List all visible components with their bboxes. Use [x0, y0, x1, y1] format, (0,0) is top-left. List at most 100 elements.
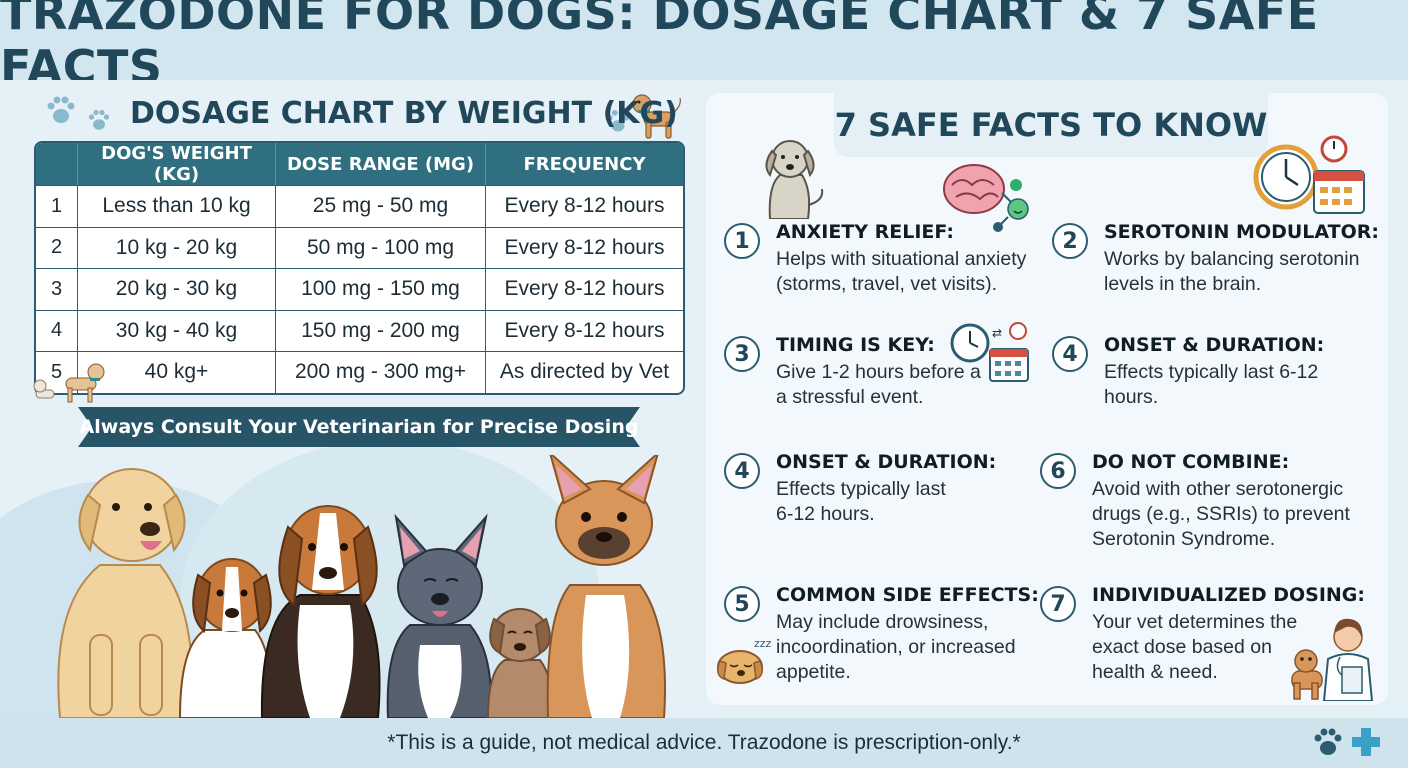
fact-line: Works by balancing serotonin — [1104, 248, 1360, 270]
dose-cell: 200 mg - 300 mg+ — [276, 351, 486, 393]
fact-line: exact dose based on — [1092, 636, 1272, 658]
banner-text: Always Consult Your Veterinarian for Pre… — [79, 416, 639, 438]
header-bar: TRAZODONE FOR DOGS: DOSAGE CHART & 7 SAF… — [0, 0, 1408, 94]
fact-title: ONSET & DURATION: — [1104, 334, 1325, 356]
frequency-cell: Every 8-12 hours — [486, 185, 683, 227]
fact-body: Works by balancing serotonin levels in t… — [1104, 247, 1359, 297]
fact-line: May include drowsiness, — [776, 611, 989, 633]
brain-icon — [943, 164, 1029, 232]
fact-title: COMMON SIDE EFFECTS: — [776, 584, 1039, 606]
paw-icon — [47, 96, 75, 123]
footer-bar: *This is a guide, not medical advice. Tr… — [0, 718, 1408, 768]
row-index: 3 — [36, 268, 78, 310]
fact-line: Give 1-2 hours before a — [776, 361, 981, 383]
paw-icon — [1314, 728, 1342, 755]
weight-cell: Less than 10 kg — [78, 185, 276, 227]
fact-line: Helps with situational anxiety — [776, 248, 1027, 270]
fact-line: Serotonin Syndrome. — [1092, 528, 1276, 550]
footer-icons — [1311, 726, 1382, 762]
sleep-zzz-text: zzz — [754, 637, 772, 650]
french-bulldog-illustration — [386, 513, 492, 718]
fact-number: 6 — [1040, 453, 1076, 489]
fact-number: 1 — [724, 223, 760, 259]
fact-title: ANXIETY RELIEF: — [776, 221, 954, 243]
fact-number: 3 — [724, 336, 760, 372]
fact-number: 2 — [1052, 223, 1088, 259]
fact-body: Give 1-2 hours before a a stressful even… — [776, 360, 981, 410]
fact-line: drugs (e.g., SSRIs) to prevent — [1092, 503, 1350, 525]
medical-cross-icon — [1352, 728, 1380, 756]
fact-body: Avoid with other serotonergic drugs (e.g… — [1092, 477, 1350, 552]
weight-cell: 30 kg - 40 kg — [78, 309, 276, 351]
row-index: 4 — [36, 309, 78, 351]
table-row: 5 40 kg+ 200 mg - 300 mg+ As directed by… — [36, 351, 683, 393]
fact-line: Your vet determines the — [1092, 611, 1298, 633]
table-header-row: DOG'S WEIGHT (KG) DOSE RANGE (MG) FREQUE… — [36, 143, 683, 185]
vet-icon — [1291, 618, 1374, 701]
dog-icon — [632, 94, 681, 139]
frequency-cell: As directed by Vet — [486, 351, 683, 393]
dose-cell: 150 mg - 200 mg — [276, 309, 486, 351]
sleepy-dog-icon: zzz — [717, 637, 772, 684]
beagle-illustration — [260, 505, 381, 718]
calendar-icon: ⇄ — [950, 322, 1029, 382]
table-row: 4 30 kg - 40 kg 150 mg - 200 mg Every 8-… — [36, 309, 683, 352]
fact-title: TIMING IS KEY: — [776, 334, 935, 356]
dog-icon — [765, 140, 824, 219]
row-index: 2 — [36, 226, 78, 268]
dogs-illustration — [57, 455, 666, 718]
column-header-index — [36, 143, 78, 185]
fact-line: 6-12 hours. — [776, 503, 875, 525]
fact-line: incoordination, or increased — [776, 636, 1016, 658]
disclaimer-text: *This is a guide, not medical advice. Tr… — [387, 731, 1021, 754]
fact-line: (storms, travel, vet visits). — [776, 273, 998, 295]
fact-body: Effects typically last 6-12 hours. — [1104, 360, 1318, 410]
table-row: 3 20 kg - 30 kg 100 mg - 150 mg Every 8-… — [36, 268, 683, 310]
fact-number: 7 — [1040, 586, 1076, 622]
dog-icon — [33, 363, 105, 403]
fact-line: Avoid with other serotonergic — [1092, 478, 1344, 500]
fact-line: levels in the brain. — [1104, 273, 1262, 295]
frequency-cell: Every 8-12 hours — [486, 226, 683, 269]
weight-cell: 20 kg - 30 kg — [78, 268, 276, 310]
fawn-bulldog-illustration — [546, 455, 666, 718]
fact-line: appetite. — [776, 661, 851, 683]
fact-body: May include drowsiness, incoordination, … — [776, 610, 1016, 685]
fact-number: 4 — [1052, 336, 1088, 372]
dosage-panel: DOSAGE CHART BY WEIGHT (KG) DOG'S WEIGHT… — [0, 80, 700, 718]
fact-line: Effects typically last — [776, 478, 946, 500]
fact-number: 4 — [724, 453, 760, 489]
facts-heading-box: 7 SAFE FACTS TO KNOW — [834, 93, 1268, 157]
weight-cell: 10 kg - 20 kg — [78, 226, 276, 268]
fact-title: SEROTONIN MODULATOR: — [1104, 221, 1379, 243]
weight-cell: 40 kg+ — [78, 351, 276, 393]
fact-title: ONSET & DURATION: — [776, 451, 997, 473]
fact-title: INDIVIDUALIZED DOSING: — [1092, 584, 1365, 606]
labrador-illustration — [57, 468, 193, 718]
fact-line: hours. — [1104, 386, 1159, 408]
row-index: 1 — [36, 185, 78, 227]
dose-cell: 50 mg - 100 mg — [276, 226, 486, 268]
facts-heading: 7 SAFE FACTS TO KNOW — [834, 106, 1268, 144]
fact-number: 5 — [724, 586, 760, 622]
svg-text:⇄: ⇄ — [992, 326, 1002, 340]
consult-vet-banner: Always Consult Your Veterinarian for Pre… — [78, 407, 640, 447]
frequency-cell: Every 8-12 hours — [486, 309, 683, 352]
fact-title: DO NOT COMBINE: — [1092, 451, 1290, 473]
paw-icon — [607, 110, 629, 132]
fact-line: a stressful event. — [776, 386, 924, 408]
paw-icon — [88, 109, 110, 130]
frequency-cell: Every 8-12 hours — [486, 268, 683, 310]
table-row: 2 10 kg - 20 kg 50 mg - 100 mg Every 8-1… — [36, 226, 683, 269]
row-index: 5 — [36, 351, 78, 393]
fact-body: Your vet determines the exact dose based… — [1092, 610, 1297, 685]
table-row: 1 Less than 10 kg 25 mg - 50 mg Every 8-… — [36, 185, 683, 227]
fact-line: health & need. — [1092, 661, 1218, 683]
fact-body: Effects typically last 6-12 hours. — [776, 477, 946, 527]
beagle-puppy-illustration — [178, 558, 272, 718]
facts-panel: 7 SAFE FACTS TO KNOW — [706, 93, 1388, 705]
dose-cell: 25 mg - 50 mg — [276, 185, 486, 227]
fact-line: Effects typically last 6-12 — [1104, 361, 1319, 383]
page-title: TRAZODONE FOR DOGS: DOSAGE CHART & 7 SAF… — [0, 0, 1319, 94]
puppy-illustration — [486, 608, 554, 718]
